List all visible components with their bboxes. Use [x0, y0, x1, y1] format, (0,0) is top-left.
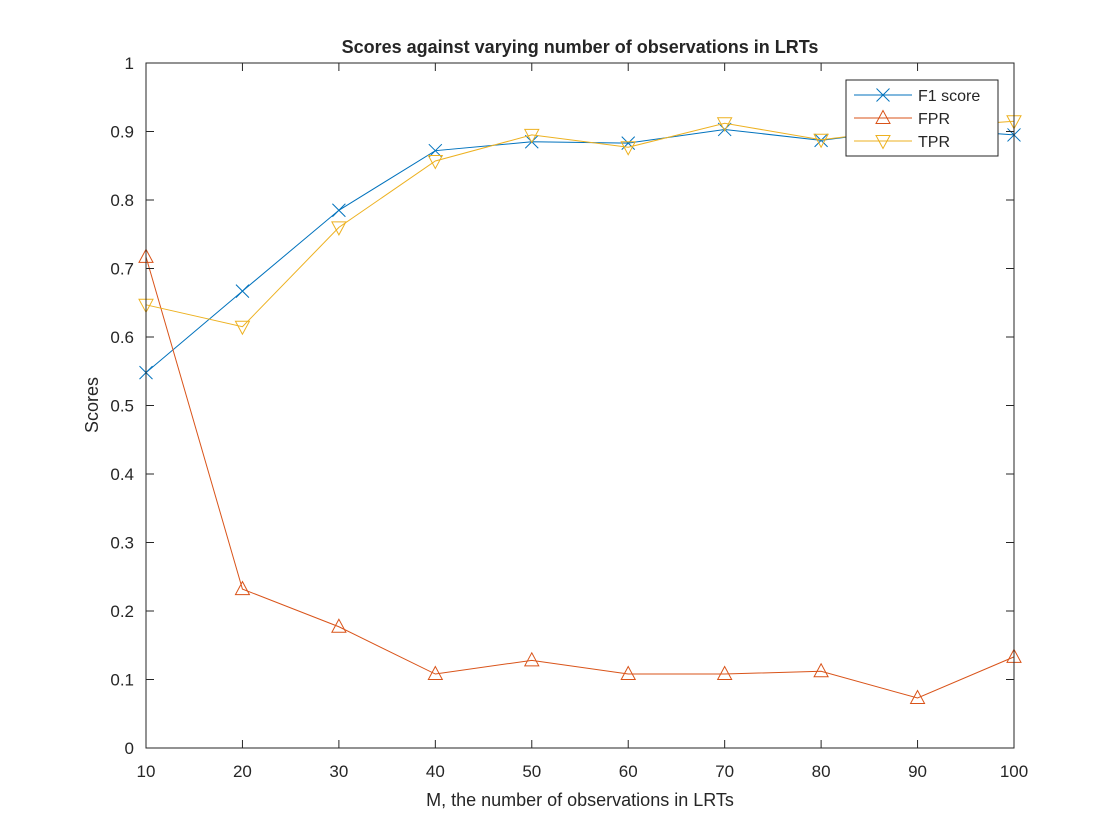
data-point	[235, 284, 250, 298]
data-point	[909, 689, 926, 704]
data-point	[523, 651, 540, 667]
data-point	[332, 203, 346, 218]
y-tick-label: 1	[125, 54, 134, 73]
series-line	[145, 256, 1015, 699]
data-point	[234, 320, 251, 336]
legend: F1 score FPR TPR	[845, 79, 999, 157]
series-1	[138, 248, 1022, 704]
legend-item: FPR	[854, 109, 950, 128]
y-tick-label: 0.1	[110, 671, 134, 690]
y-tick-label: 0.7	[110, 260, 134, 279]
x-axis: 10 20 30 40 50 60 70 80 90 100	[137, 63, 1028, 781]
x-tick-label: 60	[619, 762, 638, 781]
y-axis-label: Scores	[82, 377, 102, 433]
y-tick-label: 0.2	[110, 602, 134, 621]
data-point	[814, 133, 828, 148]
legend-label: F1 score	[918, 88, 980, 105]
chart-title: Scores against varying number of observa…	[342, 37, 819, 57]
data-point	[427, 665, 444, 681]
y-tick-label: 0.8	[110, 191, 134, 210]
plot-area	[146, 63, 1014, 748]
data-point	[813, 662, 829, 678]
data-point	[234, 580, 251, 596]
data-point	[716, 117, 733, 132]
legend-marker	[876, 88, 890, 102]
x-tick-label: 10	[137, 762, 156, 781]
data-point	[716, 665, 733, 681]
x-tick-label: 80	[812, 762, 831, 781]
x-tick-label: 70	[715, 762, 734, 781]
y-axis: 0 0.1 0.2 0.3 0.4 0.5 0.6 0.7 0.8 0.9 1	[110, 54, 1014, 758]
data-point	[620, 141, 637, 156]
data-point	[813, 133, 829, 149]
x-tick-label: 100	[1000, 762, 1028, 781]
y-tick-label: 0.4	[110, 465, 134, 484]
legend-item: F1 score	[854, 88, 980, 105]
legend-marker	[875, 109, 891, 124]
x-tick-label: 20	[233, 762, 252, 781]
x-tick-label: 40	[426, 762, 445, 781]
x-tick-label: 30	[329, 762, 348, 781]
y-tick-label: 0.3	[110, 534, 134, 553]
legend-label: TPR	[918, 134, 950, 151]
series-layer	[138, 115, 1022, 704]
data-point	[717, 122, 732, 137]
data-point	[620, 665, 637, 681]
y-tick-label: 0	[125, 739, 134, 758]
legend-item: TPR	[854, 134, 950, 151]
data-point	[331, 618, 347, 633]
x-axis-label: M, the number of observations in LRTs	[426, 790, 734, 810]
legend-label: FPR	[918, 111, 950, 128]
legend-marker	[875, 135, 891, 150]
data-point	[331, 221, 347, 236]
data-point	[427, 154, 444, 170]
y-tick-label: 0.9	[110, 123, 134, 142]
data-point	[523, 128, 540, 144]
y-tick-label: 0.5	[110, 397, 134, 416]
x-tick-label: 90	[908, 762, 927, 781]
x-tick-label: 50	[522, 762, 541, 781]
y-tick-label: 0.6	[110, 328, 134, 347]
